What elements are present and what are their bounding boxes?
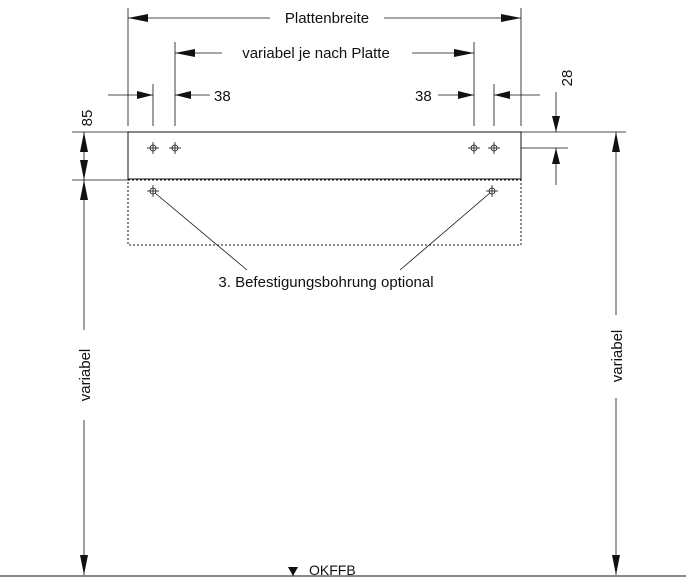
mounting-hole <box>488 142 500 154</box>
dim-38-left: 38 <box>214 88 231 105</box>
mounting-hole <box>468 142 480 154</box>
dim-85: 85 <box>79 110 96 127</box>
floor-level-label: OKFFB <box>309 562 356 578</box>
mounting-hole <box>169 142 181 154</box>
dim-38-right: 38 <box>415 88 432 105</box>
variable-width-label: variabel je nach Platte <box>242 45 390 62</box>
leader-line-right <box>399 192 491 271</box>
optional-extension-outline <box>127 179 522 246</box>
arrowhead <box>454 49 474 57</box>
leader-line-left <box>154 192 248 271</box>
arrowhead <box>175 49 195 57</box>
variable-right-label: variabel <box>609 330 626 383</box>
variable-left-label: variabel <box>77 349 94 402</box>
mounting-hole <box>147 142 159 154</box>
optional-mounting-hole <box>147 185 159 197</box>
optional-mounting-hole <box>486 185 498 197</box>
arrowhead <box>128 14 148 22</box>
panel-width-label: Plattenbreite <box>285 10 369 27</box>
panel-outline <box>127 131 522 180</box>
floor-level-marker <box>288 567 298 576</box>
optional-hole-note: 3. Befestigungsbohrung optional <box>218 274 433 291</box>
arrowhead <box>501 14 521 22</box>
dim-28: 28 <box>559 70 576 87</box>
